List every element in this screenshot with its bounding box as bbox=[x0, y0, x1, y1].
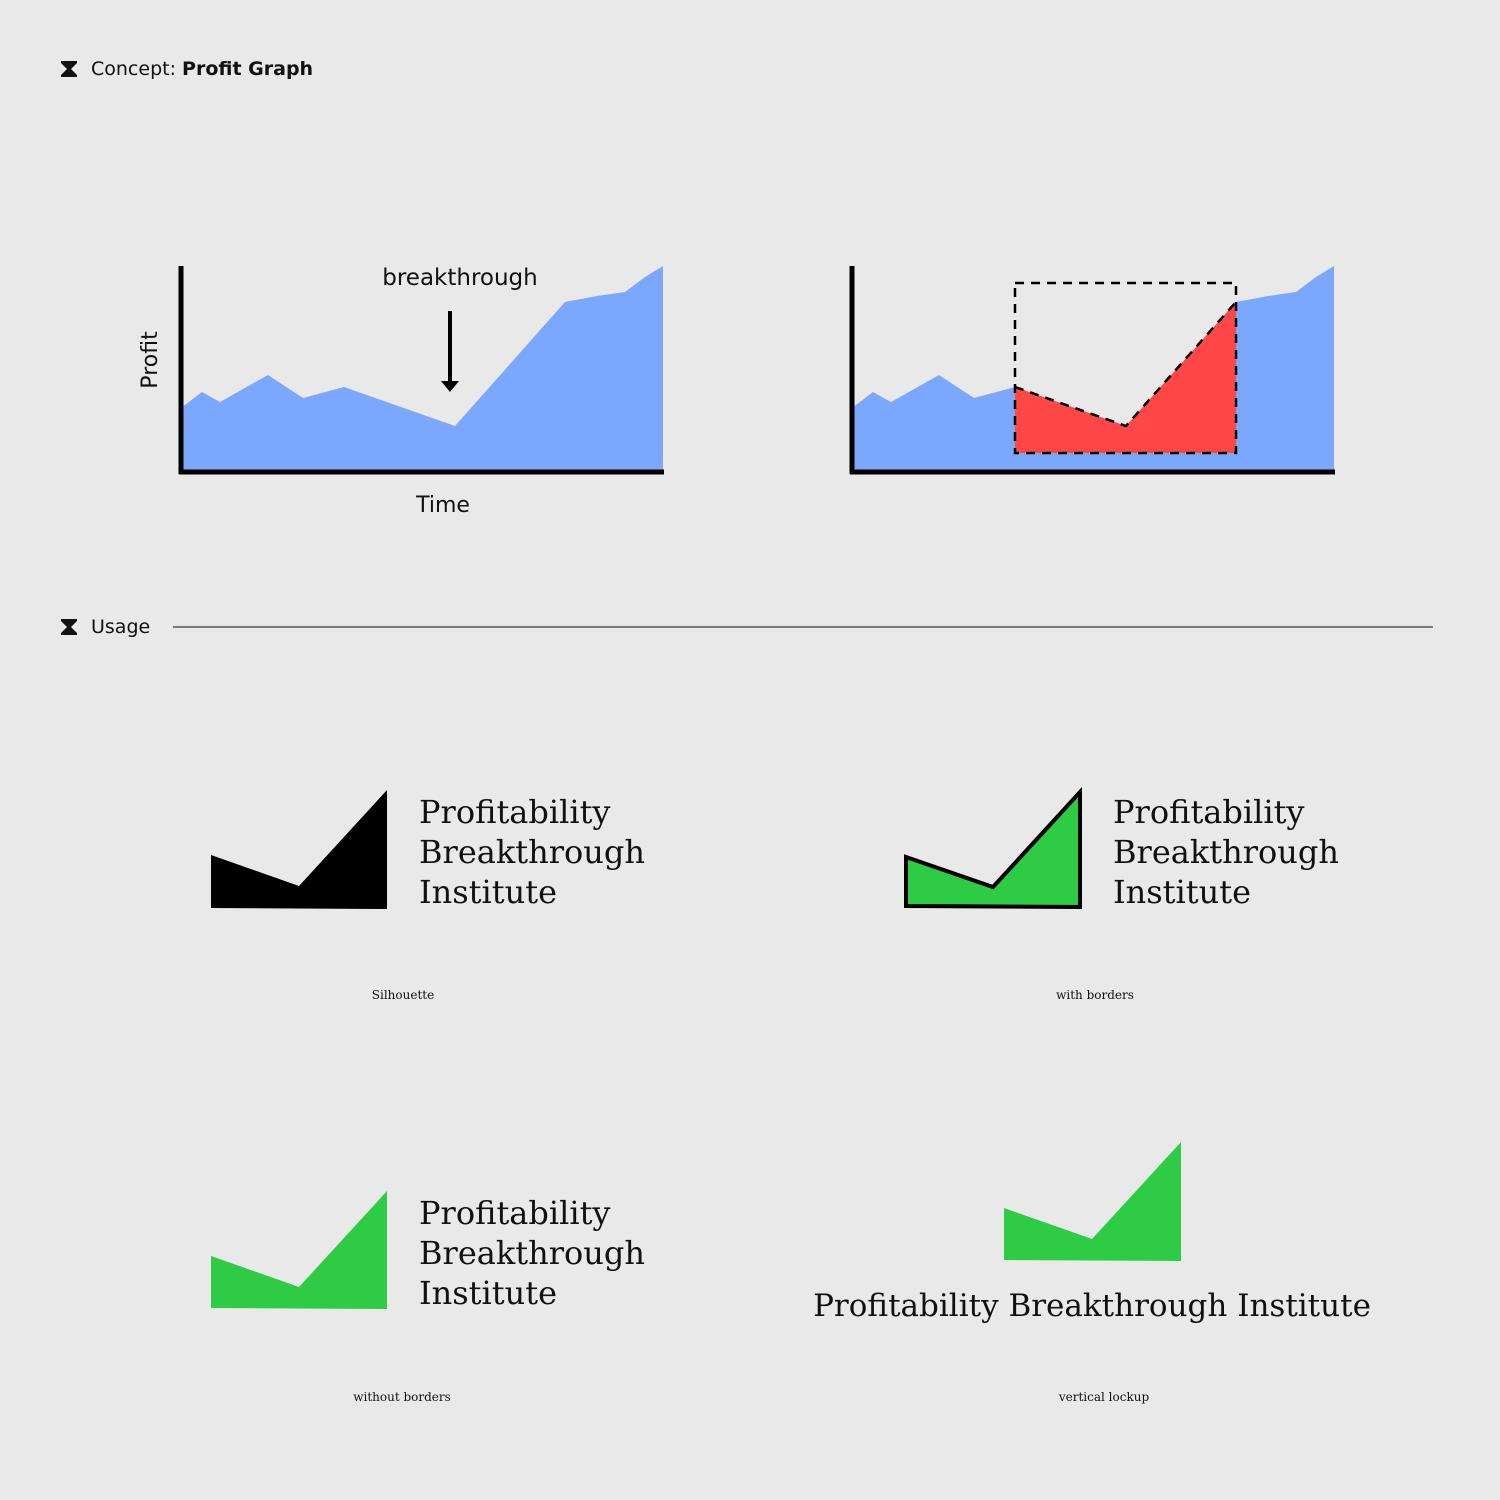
selection-box bbox=[1013, 281, 1238, 455]
usage-title: Usage bbox=[91, 616, 151, 638]
wordmark-borderless: Profitability Breakthrough Institute bbox=[419, 1193, 645, 1313]
caption-borderless: without borders bbox=[353, 1390, 451, 1404]
concept-graphs: breakthrough Time Profit bbox=[138, 265, 1335, 518]
wordmark-bordered: Profitability Breakthrough Institute bbox=[1113, 792, 1339, 912]
logo-mark-borderless bbox=[211, 1191, 387, 1309]
caption-silhouette: Silhouette bbox=[371, 988, 435, 1002]
caption-bordered: with borders bbox=[1056, 988, 1134, 1002]
wordmark-silhouette: Profitability Breakthrough Institute bbox=[419, 792, 645, 912]
section-divider bbox=[173, 626, 1433, 628]
arrow-down-icon bbox=[441, 381, 459, 392]
wordmark-line-2: Breakthrough bbox=[1113, 833, 1339, 871]
profit-graph: breakthrough Time Profit bbox=[138, 265, 664, 518]
wordmark-line-3: Institute bbox=[1113, 873, 1252, 911]
logo-mark-bordered bbox=[904, 786, 1082, 910]
usage-header: Usage bbox=[60, 616, 150, 638]
wordmark-line-1: Profitability bbox=[419, 793, 611, 831]
x-axis-label: Time bbox=[415, 493, 470, 518]
concept-title: Profit Graph bbox=[182, 58, 314, 80]
wordmark-line-1: Profitability bbox=[419, 1194, 611, 1232]
highlighted-graph bbox=[849, 266, 1335, 475]
wordmark-line-1: Profitability bbox=[1113, 793, 1305, 831]
highlight-area bbox=[1015, 302, 1236, 453]
logo-mark-silhouette bbox=[211, 790, 387, 909]
hourglass-icon bbox=[61, 619, 77, 635]
selection-outline bbox=[1014, 301, 1237, 428]
profit-area bbox=[181, 266, 663, 472]
wordmark-vertical: Profitability Breakthrough Institute bbox=[813, 1288, 1371, 1324]
y-axis-label: Profit bbox=[138, 331, 163, 389]
hourglass-icon bbox=[61, 61, 77, 77]
wordmark-line-3: Institute bbox=[419, 1274, 558, 1312]
wordmark-line-2: Breakthrough bbox=[419, 833, 645, 871]
caption-vertical: vertical lockup bbox=[1058, 1390, 1150, 1404]
breakthrough-annotation: breakthrough bbox=[382, 265, 538, 291]
concept-prefix: Concept: bbox=[91, 58, 176, 80]
wordmark-line-3: Institute bbox=[419, 873, 558, 911]
concept-header: Concept: Profit Graph bbox=[60, 58, 313, 80]
logo-mark-vertical bbox=[1004, 1142, 1181, 1261]
wordmark-line-2: Breakthrough bbox=[419, 1234, 645, 1272]
